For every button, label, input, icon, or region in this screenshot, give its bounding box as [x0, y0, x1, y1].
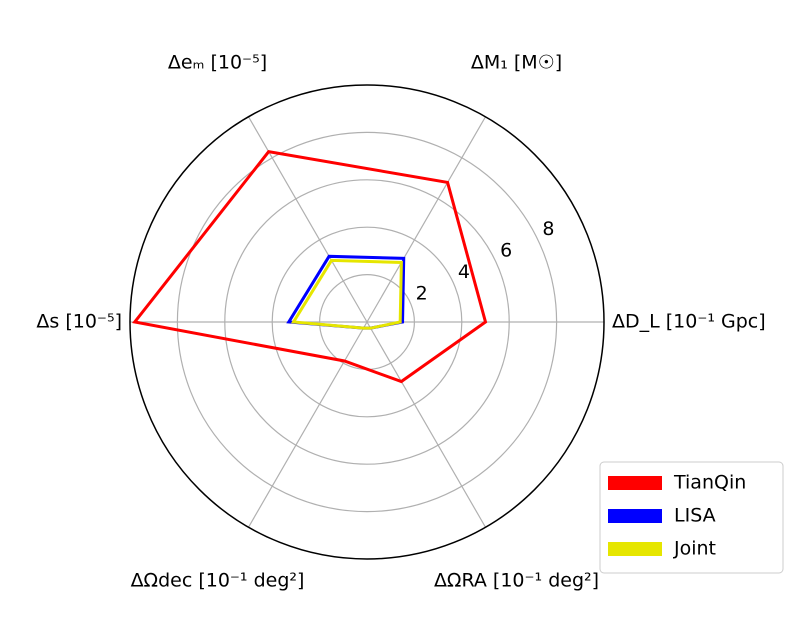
axis-label: Δs [10⁻⁵]: [36, 311, 122, 333]
r-tick-label: 8: [542, 218, 554, 240]
r-tick-label: 6: [500, 240, 512, 262]
spoke: [366, 321, 487, 528]
legend-swatch: [608, 476, 662, 490]
r-tick-label: 4: [458, 261, 470, 283]
axis-label: ΔΩdec [10⁻¹ deg²]: [131, 569, 305, 591]
axis-label: ΔD_L [10⁻¹ Gpc]: [612, 311, 766, 333]
legend-label: TianQin: [673, 472, 746, 494]
series-polygon: [132, 150, 488, 384]
axis-label: ΔM₁ [M☉]: [471, 52, 562, 74]
axis-label: ΔΩRA [10⁻¹ deg²]: [434, 569, 599, 591]
legend-label: LISA: [674, 505, 716, 527]
legend-swatch: [608, 542, 662, 556]
axis-label: Δeₘ [10⁻⁵]: [168, 52, 267, 74]
outer-frame: [129, 84, 605, 560]
series-polygon: [290, 258, 403, 330]
series-polygon: [286, 254, 406, 330]
r-tick-label: 2: [416, 283, 428, 305]
legend-swatch: [608, 509, 662, 523]
spoke: [366, 116, 487, 323]
spoke: [247, 321, 368, 528]
legend: TianQin LISA Joint: [599, 461, 784, 574]
legend-label: Joint: [673, 538, 716, 560]
